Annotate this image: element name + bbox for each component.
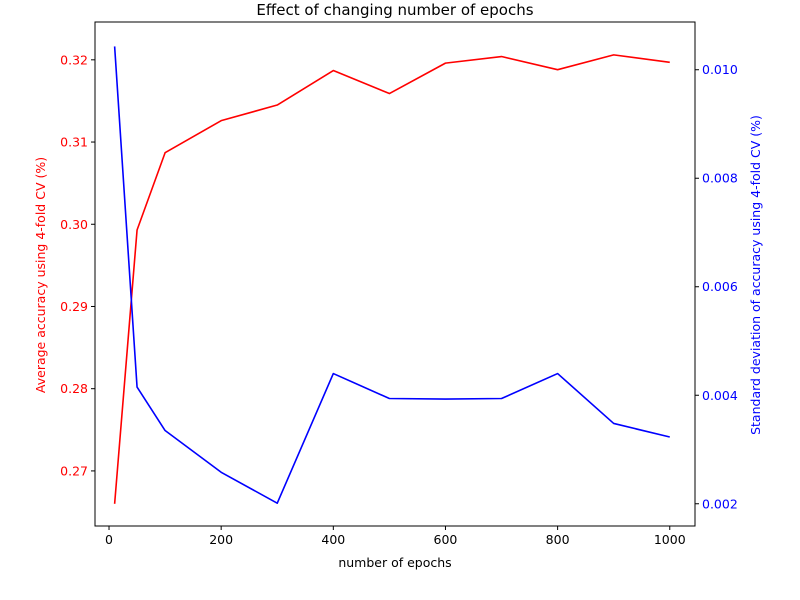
x-axis-label: number of epochs (338, 555, 451, 570)
right-y-axis-label: Standard deviation of accuracy using 4-f… (748, 115, 763, 435)
left-y-axis-label: Average accuracy using 4-fold CV (%) (33, 157, 48, 393)
x-tick-label: 600 (434, 532, 458, 547)
x-tick-label: 1000 (654, 532, 686, 547)
left-y-tick-label: 0.28 (60, 381, 88, 396)
x-tick-label: 0 (105, 532, 113, 547)
right-y-tick-label: 0.004 (702, 388, 738, 403)
accuracy-mean-line (113, 54, 670, 504)
right-y-tick-label: 0.002 (702, 496, 738, 511)
accuracy-std-line (113, 46, 670, 505)
left-y-tick-label: 0.27 (60, 463, 88, 478)
right-y-tick-label: 0.010 (702, 62, 738, 77)
left-y-tick-label: 0.30 (60, 217, 88, 232)
chart-title: Effect of changing number of epochs (256, 1, 533, 19)
x-tick-label: 200 (209, 532, 233, 547)
right-y-tick-label: 0.008 (702, 171, 738, 186)
plot-frame (94, 21, 696, 527)
left-y-tick-label: 0.32 (60, 52, 88, 67)
right-y-tick-label: 0.006 (702, 279, 738, 294)
chart-marks: 0 200 400 600 800 1000 0.27 0.28 0.29 0.30 0.31 0.3… (60, 46, 738, 547)
x-tick-label: 400 (321, 532, 345, 547)
x-tick-label: 800 (546, 532, 570, 547)
left-y-tick-label: 0.31 (60, 135, 88, 150)
left-y-tick-label: 0.29 (60, 299, 88, 314)
